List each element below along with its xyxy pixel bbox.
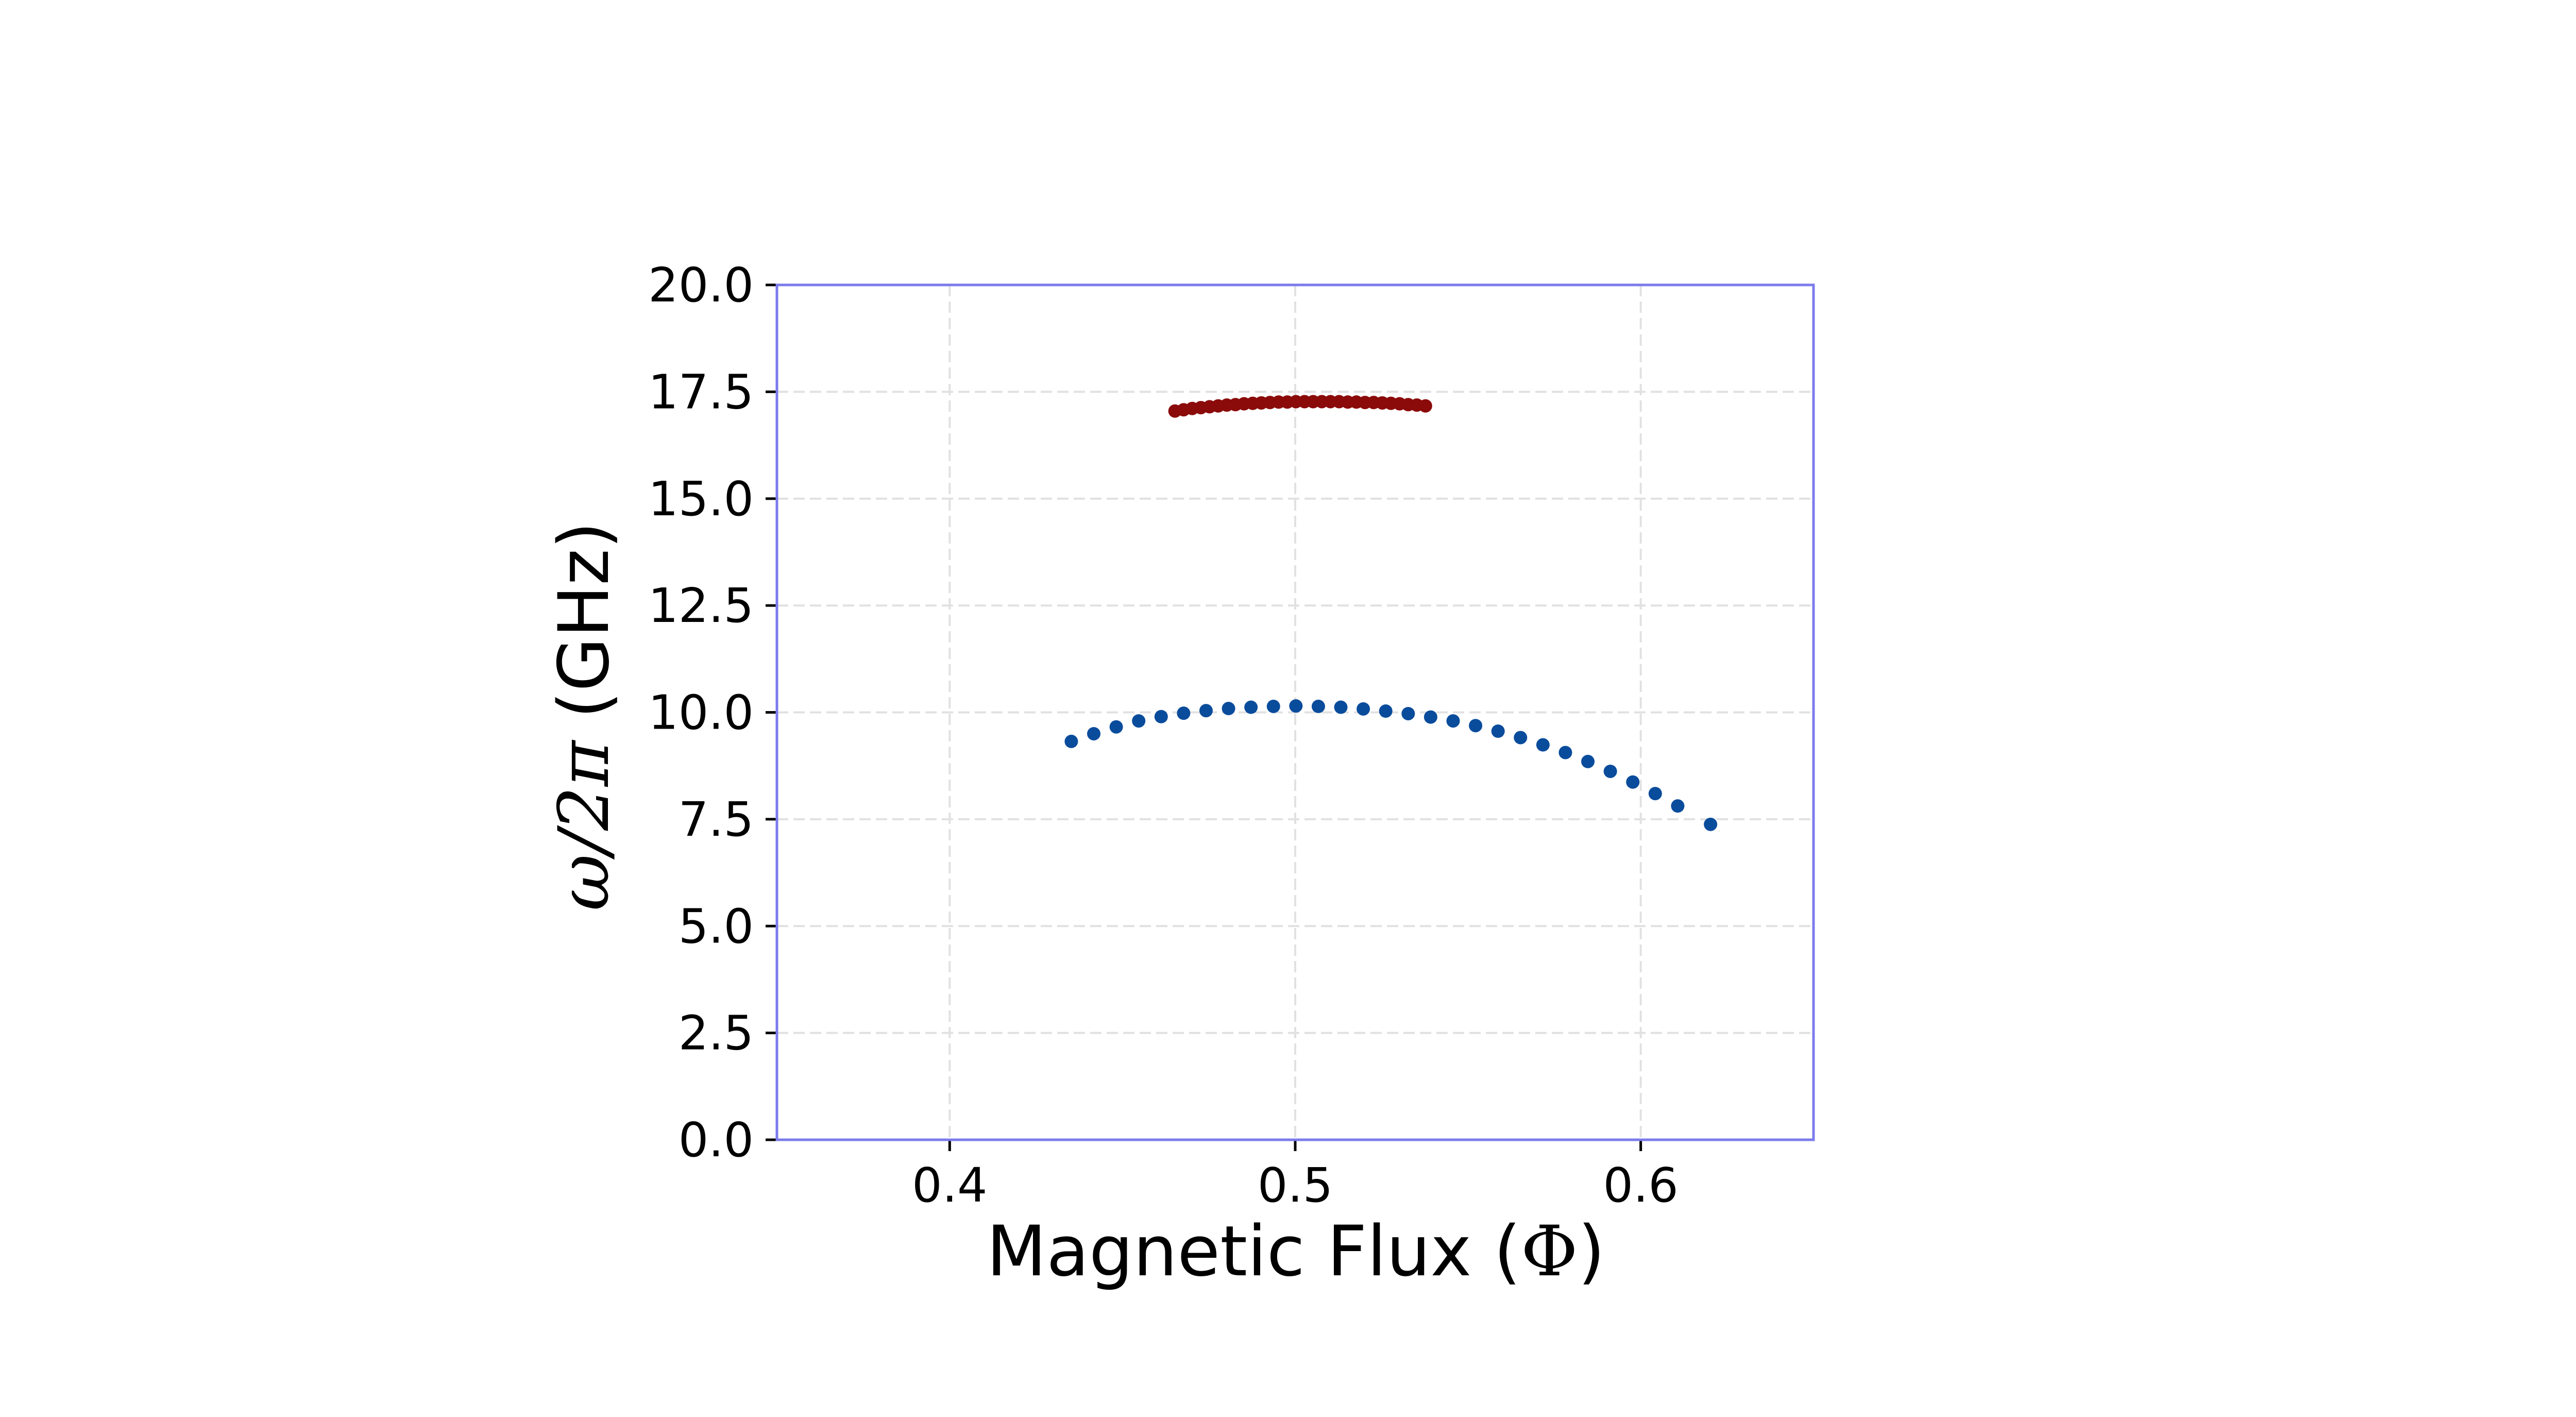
series-2-point: [1311, 699, 1325, 713]
y-tick-label: 2.5: [679, 1006, 754, 1061]
series-2-point: [1199, 704, 1213, 718]
y-axis-title-unit: (GHz): [544, 521, 624, 740]
y-axis-title-math: ω/2π: [544, 739, 624, 910]
series-2-point: [1087, 727, 1101, 740]
y-axis-title: ω/2π (GHz): [544, 521, 624, 910]
y-tick-label: 15.0: [648, 471, 754, 527]
series-2-point: [1109, 720, 1123, 734]
series-2-point: [1626, 775, 1640, 789]
series-2-point: [1603, 764, 1617, 778]
series-1-point: [1418, 399, 1432, 413]
x-tick-label: 0.4: [912, 1158, 987, 1213]
series-2-point: [1648, 787, 1662, 801]
series-2-point: [1423, 710, 1437, 724]
series-2-point: [1289, 699, 1303, 713]
data-points: [1064, 395, 1718, 831]
series-2-point: [1222, 702, 1235, 716]
x-axis-title-close: ): [1578, 1211, 1605, 1292]
x-axis-title: Magnetic Flux (Φ): [987, 1211, 1605, 1292]
x-axis-title-text: Magnetic Flux (: [987, 1211, 1521, 1292]
series-2-point: [1581, 754, 1595, 768]
series-2-point: [1469, 719, 1483, 733]
series-2-point: [1266, 699, 1280, 713]
series-2-point: [1401, 706, 1415, 720]
series-2-point: [1244, 700, 1258, 714]
series-2-point: [1177, 706, 1191, 720]
series-2-point: [1132, 714, 1146, 728]
series-2-point: [1514, 731, 1528, 745]
y-tick-label: 7.5: [679, 792, 754, 847]
series-2-point: [1491, 724, 1505, 738]
x-axis-title-symbol: Φ: [1521, 1211, 1578, 1292]
series-2-point: [1704, 817, 1718, 831]
y-tick-label: 20.0: [648, 258, 754, 313]
y-tick-label: 12.5: [648, 578, 754, 633]
plot-frame: [775, 283, 1815, 1141]
x-tick-label: 0.6: [1603, 1158, 1679, 1213]
series-2-point: [1379, 704, 1393, 718]
series-2-point: [1334, 700, 1348, 714]
y-tick-label: 5.0: [679, 899, 754, 954]
x-tick-label: 0.5: [1258, 1158, 1333, 1213]
series-2-point: [1558, 746, 1572, 760]
ticks: 0.4 0.5 0.6 0.0 2.5 5.0 7.5 10.0 12.5 15.0 17.5 20.…: [648, 258, 1679, 1213]
series-2-point: [1154, 710, 1168, 723]
series-2-point: [1536, 738, 1550, 752]
y-tick-label: 10.0: [648, 685, 754, 740]
series-2-point: [1671, 799, 1685, 813]
series-2-point: [1446, 714, 1460, 728]
y-tick-label: 0.0: [679, 1112, 754, 1168]
y-tick-label: 17.5: [648, 364, 754, 419]
series-2-point: [1357, 702, 1370, 716]
series-2-point: [1064, 734, 1078, 748]
